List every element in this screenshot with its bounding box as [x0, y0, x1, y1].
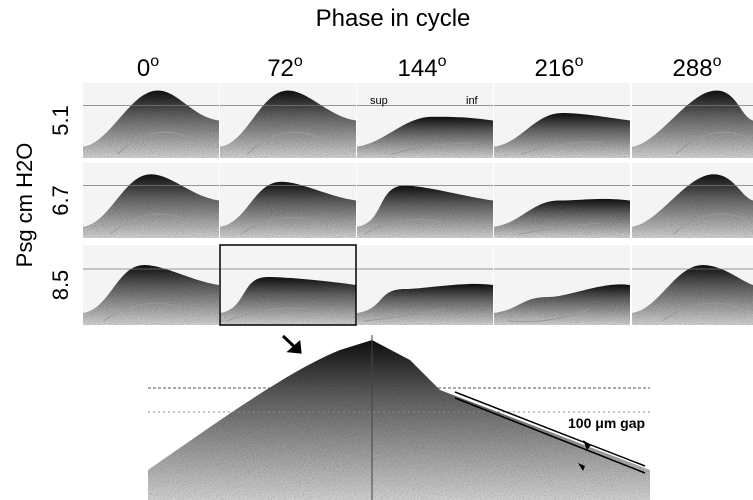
degree-sup: o [150, 53, 159, 70]
column-value: 216 [535, 55, 575, 82]
tissue [494, 284, 630, 325]
annotation: inf [466, 95, 479, 107]
column-value: 144 [398, 55, 438, 82]
inner-layer [672, 213, 753, 235]
tissue [632, 90, 753, 158]
tissue [494, 113, 630, 158]
inner-layer [661, 302, 744, 322]
tissue [83, 174, 219, 238]
inner-layer [226, 307, 309, 322]
tissue [220, 181, 356, 238]
row-labels: 5.1 6.7 8.5 [48, 105, 73, 300]
degree-sup: o [438, 53, 447, 70]
degree-sup: o [713, 53, 722, 70]
tissue [83, 265, 219, 325]
tissue [357, 116, 493, 158]
annotation: sup [370, 95, 388, 107]
tissue [83, 90, 219, 158]
inner-layer [363, 218, 446, 235]
gap-markers [578, 440, 591, 471]
tissue [632, 265, 753, 325]
row-label: 6.7 [48, 185, 73, 216]
column-value: 72 [267, 55, 294, 82]
y-label: Psg cm H2O [12, 143, 37, 268]
arrow [281, 334, 302, 354]
title: Phase in cycle [316, 5, 471, 32]
inner-layer [109, 213, 193, 235]
column-label: 288o [673, 53, 722, 82]
column-label: 144o [398, 53, 447, 82]
row-label: 5.1 [48, 105, 73, 136]
inner-layer [116, 131, 199, 155]
inner-layer [507, 308, 590, 323]
tissue [494, 198, 630, 238]
highlight-box [219, 244, 357, 326]
inner-layer [390, 142, 473, 155]
column-value: 0 [137, 55, 150, 82]
column-label: 0o [137, 53, 159, 82]
tissue [632, 174, 753, 238]
zoom-image [148, 335, 650, 500]
row-label: 8.5 [48, 270, 73, 301]
inner-layer [246, 131, 330, 155]
degree-sup: o [575, 53, 584, 70]
tissue [357, 185, 493, 238]
inner-layer [521, 141, 603, 155]
inner-layer [240, 217, 323, 235]
inner-layer [675, 131, 753, 155]
degree-sup: o [294, 53, 303, 70]
column-label: 72o [267, 53, 303, 82]
inner-layer [518, 222, 601, 235]
column-label: 216o [535, 53, 584, 82]
image-grid [83, 83, 753, 325]
inner-layer [103, 302, 186, 322]
inner-layer [363, 308, 446, 322]
annotation: 100 μm gap [568, 415, 645, 431]
tissue [220, 90, 356, 158]
column-value: 288 [673, 55, 713, 82]
column-labels: 0o 72o 144o 216o 288o [137, 53, 722, 82]
tissue [357, 283, 493, 325]
